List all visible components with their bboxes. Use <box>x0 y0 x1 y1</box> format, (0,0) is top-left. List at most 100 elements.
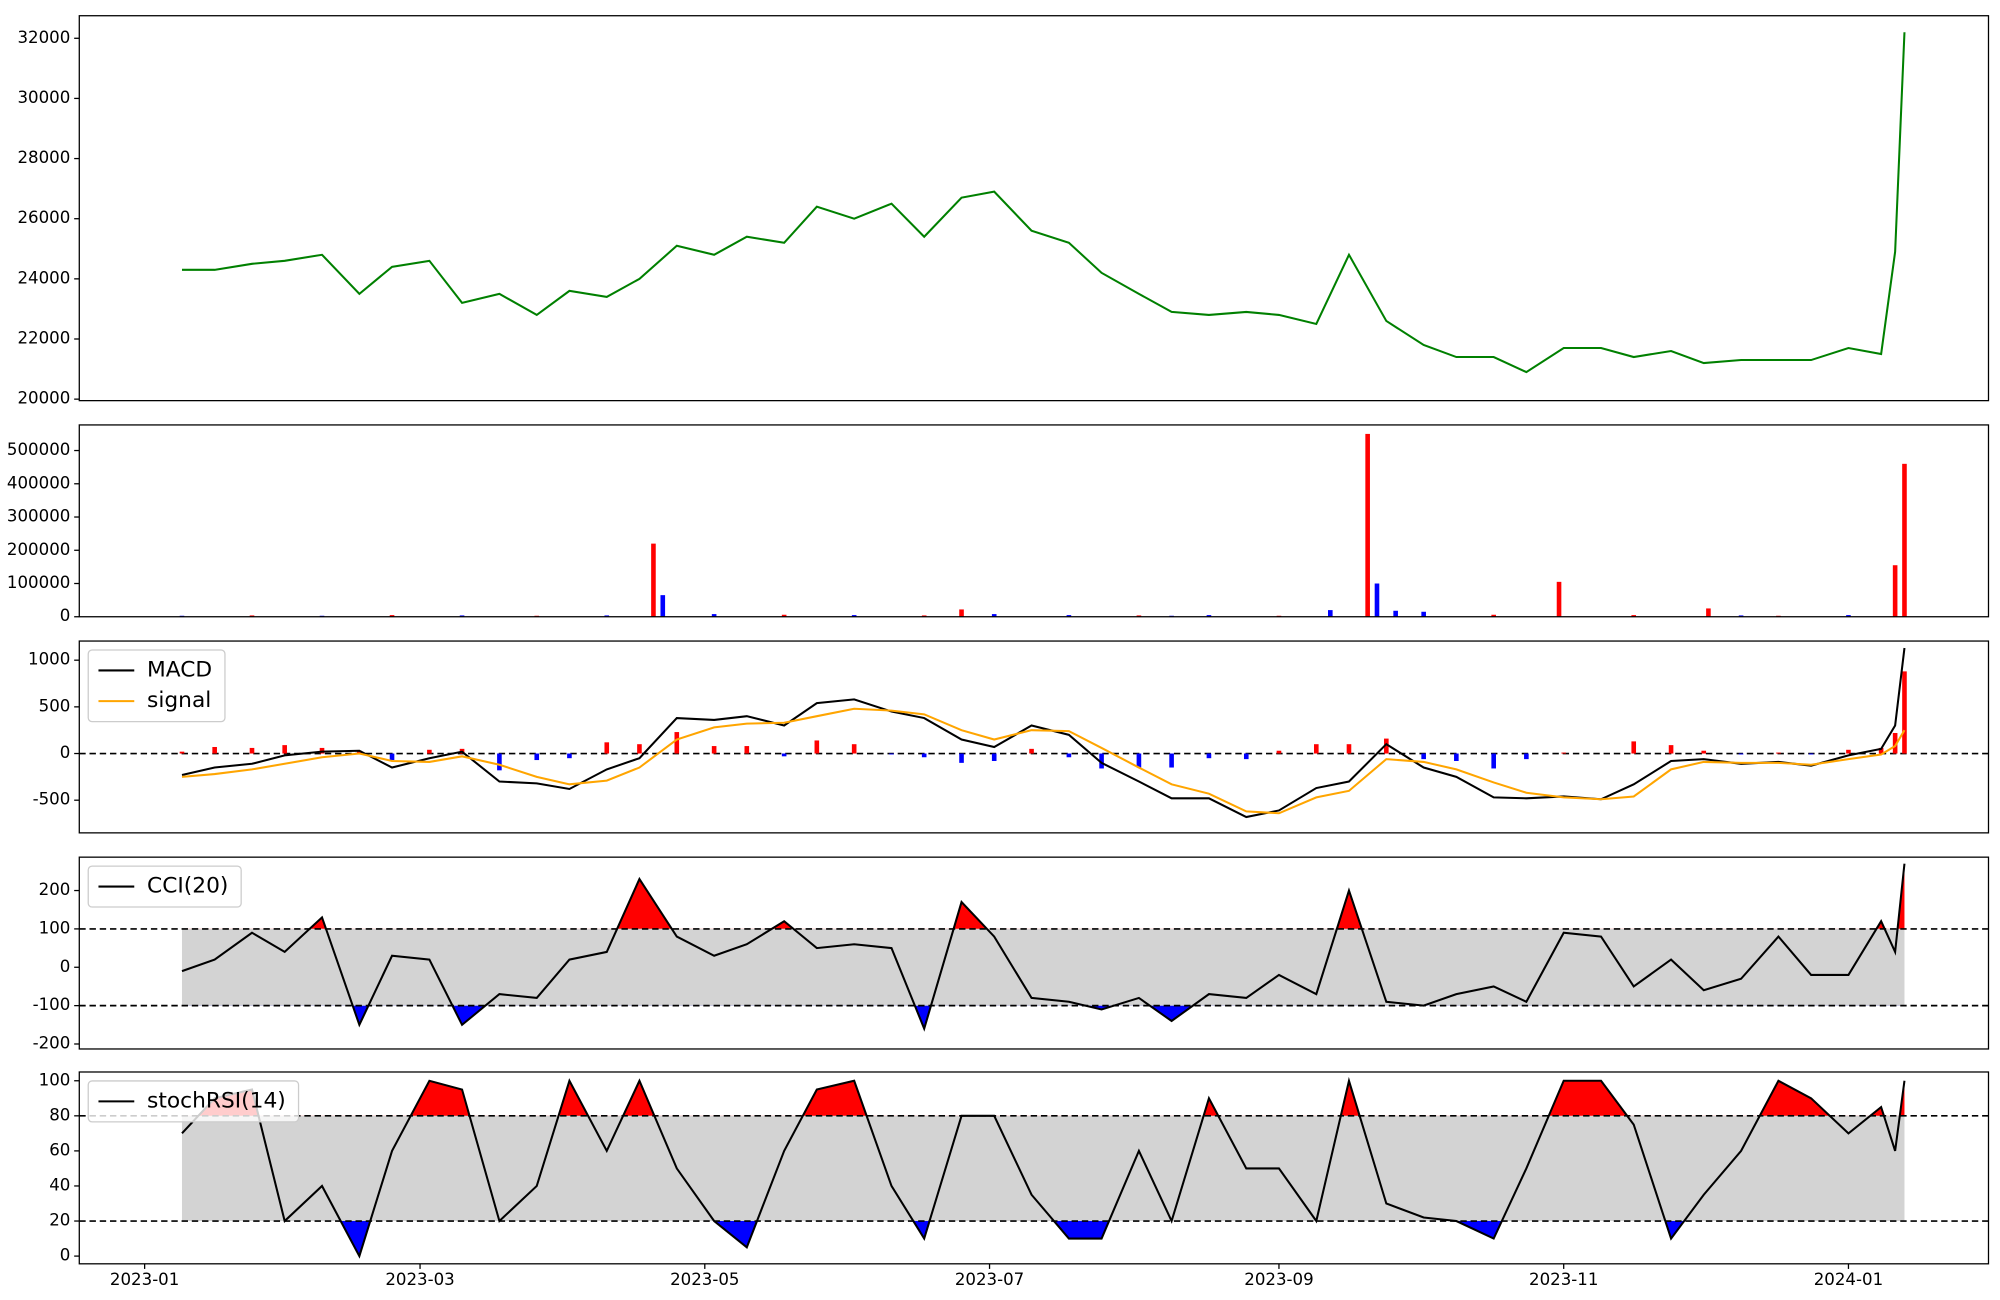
panel: -500 0 500 1000 MACD signal <box>28 640 1990 834</box>
histogram-bar <box>534 753 540 761</box>
legend-label: MACD <box>147 657 212 682</box>
series-line <box>181 647 1906 819</box>
y-tick-label: -100 <box>33 995 71 1014</box>
histogram-bar <box>1701 750 1707 754</box>
panel: 0 100000 200000 300000 400000 500000 <box>7 424 1990 625</box>
plot-frame <box>78 424 1990 618</box>
histogram-bar <box>1346 744 1352 754</box>
plot-frame <box>78 640 1990 834</box>
y-tick-label: 60 <box>49 1140 70 1159</box>
histogram-bar <box>1524 753 1529 760</box>
histogram-bar <box>1206 753 1212 759</box>
volume-bar <box>1374 583 1380 617</box>
histogram-bar <box>959 753 964 763</box>
histogram-bar <box>212 746 217 754</box>
band <box>181 1115 1905 1222</box>
histogram-bar <box>249 747 255 754</box>
histogram-bar <box>674 732 680 754</box>
series-line <box>181 1076 1906 1259</box>
legend: MACD signal <box>87 649 226 723</box>
legend-label: stochRSI(14) <box>147 1088 286 1113</box>
histogram-bar <box>1313 744 1319 754</box>
x-tick-label: 2024-01 <box>1814 1270 1883 1289</box>
series-line <box>181 32 1906 374</box>
y-tick-label: 0 <box>60 957 71 976</box>
volume-bar <box>1631 615 1637 617</box>
volume-bar <box>1136 615 1142 617</box>
histogram-bar <box>389 753 395 761</box>
histogram-bar <box>1491 753 1496 769</box>
volume-bar <box>781 614 787 617</box>
legend-label: signal <box>147 688 211 713</box>
volume-bar <box>921 615 927 617</box>
legend: stochRSI(14) <box>87 1080 300 1123</box>
y-tick-label: 100000 <box>7 573 70 592</box>
legend-box <box>87 649 226 723</box>
histogram-bar <box>1243 753 1249 760</box>
y-tick-label: 1000 <box>28 650 70 669</box>
series-line <box>181 707 1906 815</box>
volume-bar <box>389 615 395 617</box>
histogram-bar <box>1454 753 1459 761</box>
histogram-bar <box>921 753 927 758</box>
plot-frame <box>78 1071 1990 1265</box>
volume-bar <box>459 615 465 617</box>
volume-bar <box>1902 463 1907 617</box>
volume-bar <box>1846 615 1851 617</box>
histogram-bar <box>1421 753 1426 760</box>
y-tick-label: 100 <box>39 1070 71 1089</box>
histogram-bar <box>781 753 787 757</box>
volume-bar <box>1206 615 1212 617</box>
y-tick-label: 26000 <box>17 208 70 227</box>
y-tick-label: 500000 <box>7 440 70 459</box>
y-tick-label: 24000 <box>17 268 70 287</box>
plot-frame <box>78 15 1990 402</box>
panel: 0 20 40 60 80 100 2023-01 2023-03 2023-05 2023-07… <box>39 1070 1990 1289</box>
histogram-bar <box>497 753 502 771</box>
y-tick-label: 20 <box>49 1211 70 1230</box>
y-tick-label: 100 <box>39 918 71 937</box>
y-tick-label: -500 <box>33 790 71 809</box>
histogram-bar <box>1846 749 1851 754</box>
histogram-bar <box>179 751 185 754</box>
histogram-bar <box>1668 745 1674 754</box>
volume-bar <box>1556 581 1562 617</box>
x-tick-label: 2023-05 <box>670 1270 739 1289</box>
histogram-bar <box>1878 747 1884 754</box>
histogram-bar <box>889 753 894 755</box>
volume-bar <box>1421 611 1426 617</box>
histogram-bar <box>1902 671 1907 754</box>
histogram-bar <box>1892 732 1898 754</box>
y-tick-label: 0 <box>60 606 71 625</box>
histogram-bar <box>1066 753 1072 758</box>
histogram-bar <box>1169 753 1174 768</box>
legend-box <box>87 865 242 908</box>
histogram-bar <box>814 740 820 754</box>
y-tick-label: 28000 <box>17 148 70 167</box>
histogram-bar <box>744 746 750 754</box>
histogram-bar <box>637 744 642 754</box>
y-tick-label: 500 <box>39 696 71 715</box>
volume-bar <box>991 614 997 617</box>
plot-frame <box>78 856 1990 1050</box>
histogram-bar <box>1276 750 1282 754</box>
histogram-bar <box>1808 753 1814 755</box>
volume-bar <box>1066 615 1072 617</box>
y-tick-label: 32000 <box>17 28 70 47</box>
threshold-fill <box>198 1080 1905 1116</box>
volume-bar <box>604 615 610 617</box>
legend-label: CCI(20) <box>147 874 228 899</box>
y-tick-label: 20000 <box>17 389 70 408</box>
volume-bar <box>851 615 857 617</box>
x-tick-label: 2023-11 <box>1529 1270 1598 1289</box>
histogram-bar <box>1384 738 1389 754</box>
histogram-bar <box>357 750 362 754</box>
series-line <box>181 863 1906 1032</box>
panel: -200 -100 0 100 200 CCI(20) <box>33 856 1990 1052</box>
histogram-bar <box>1136 753 1142 768</box>
y-tick-label: 22000 <box>17 328 70 347</box>
histogram-bar <box>427 749 432 754</box>
histogram-bar <box>604 742 610 754</box>
histogram-bar <box>711 746 717 754</box>
